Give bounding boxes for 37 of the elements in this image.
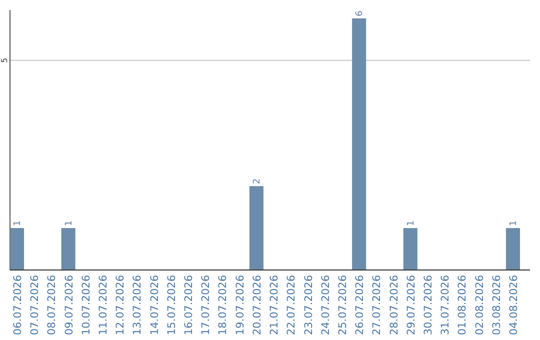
x-tick-label: 10.07.2026 — [80, 274, 92, 336]
x-tick-label: 03.08.2026 — [490, 274, 503, 336]
x-tick-label: 31.07.2026 — [440, 274, 452, 336]
x-tick-label: 27.07.2026 — [371, 274, 384, 336]
x-tick-label: 19.07.2026 — [234, 274, 246, 336]
x-tick-label: 30.07.2026 — [422, 274, 434, 336]
x-tick-label: 13.07.2026 — [132, 274, 144, 336]
x-tick-label: 28.07.2026 — [388, 274, 400, 336]
x-tick-label: 11.07.2026 — [98, 274, 110, 336]
x-tick-label: 17.07.2026 — [200, 274, 212, 336]
x-tick-label: 22.07.2026 — [286, 274, 298, 336]
x-tick-label: 14.07.2026 — [148, 274, 161, 336]
data-label: 1 — [406, 220, 416, 226]
x-tick-label: 20.07.2026 — [251, 274, 264, 336]
x-tick-label: 21.07.2026 — [268, 274, 281, 336]
x-tick-label: 29.07.2026 — [405, 274, 418, 336]
x-tick-label: 23.07.2026 — [302, 274, 315, 336]
x-tick-label: 26.07.2026 — [354, 274, 366, 336]
data-label: 2 — [252, 178, 262, 184]
data-label: 1 — [13, 220, 24, 226]
x-tick-label: 24.07.2026 — [320, 274, 332, 336]
x-tick-label: 15.07.2026 — [166, 274, 178, 336]
x-tick-label: 01.08.2026 — [456, 274, 469, 336]
x-tick-label: 08.07.2026 — [46, 274, 58, 336]
data-label: 6 — [355, 10, 366, 16]
x-tick-label: 07.07.2026 — [29, 274, 42, 336]
y-tick-label: 5 — [0, 58, 9, 63]
x-tick-label: 04.08.2026 — [508, 274, 520, 336]
x-tick-label: 25.07.2026 — [336, 274, 349, 336]
data-label: 1 — [508, 220, 519, 226]
x-tick-label: 06.07.2026 — [12, 274, 24, 336]
x-tick-label: 16.07.2026 — [183, 274, 196, 336]
x-tick-label: 02.08.2026 — [474, 274, 486, 336]
x-tick-label: 12.07.2026 — [114, 274, 127, 336]
x-tick-label: 09.07.2026 — [63, 274, 76, 336]
data-label: 1 — [64, 220, 74, 226]
x-tick-label: 18.07.2026 — [217, 274, 230, 336]
